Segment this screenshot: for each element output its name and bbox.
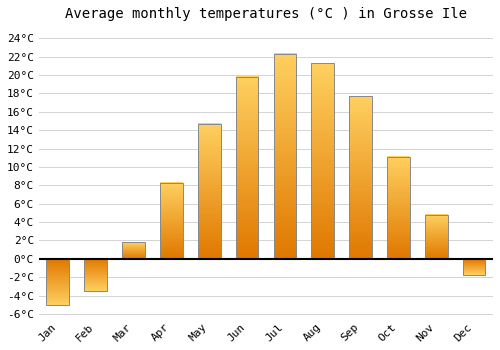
- Bar: [274, 54, 296, 259]
- Title: Average monthly temperatures (°C ) in Grosse Ile: Average monthly temperatures (°C ) in Gr…: [65, 7, 467, 21]
- Bar: [198, 124, 220, 259]
- Bar: [463, 259, 485, 274]
- Bar: [387, 157, 410, 259]
- Bar: [349, 96, 372, 259]
- Bar: [84, 259, 107, 291]
- Bar: [312, 63, 334, 259]
- Bar: [236, 77, 258, 259]
- Bar: [160, 183, 182, 259]
- Bar: [46, 259, 69, 305]
- Bar: [122, 242, 145, 259]
- Bar: [425, 215, 448, 259]
